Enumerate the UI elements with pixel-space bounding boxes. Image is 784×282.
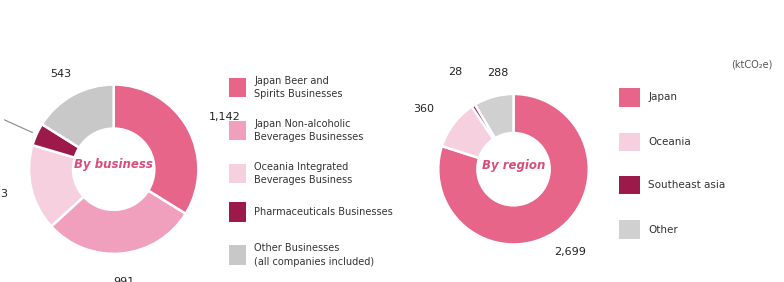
Text: 543: 543 [51, 69, 72, 79]
Text: Southeast asia: Southeast asia [648, 180, 726, 190]
Text: (ktCO₂e): (ktCO₂e) [731, 60, 772, 70]
Text: 360: 360 [413, 104, 434, 114]
Text: Japan: Japan [648, 92, 677, 102]
Text: Pharmaceuticals Businesses: Pharmaceuticals Businesses [254, 207, 393, 217]
Text: 1,142: 1,142 [209, 111, 240, 122]
Text: 991: 991 [113, 277, 134, 282]
Bar [229, 121, 246, 140]
Text: 2,699: 2,699 [554, 247, 586, 257]
Wedge shape [42, 85, 114, 147]
Text: 553: 553 [0, 189, 8, 199]
Bar [619, 133, 640, 151]
Bar [229, 245, 246, 265]
Bar [229, 202, 246, 222]
Text: Total emissions for Scope 3 (2023): Total emissions for Scope 3 (2023) [12, 20, 336, 39]
Text: Oceania: Oceania [648, 137, 691, 147]
Wedge shape [442, 107, 493, 158]
Wedge shape [472, 105, 495, 139]
Text: Japan Non-alcoholic
Beverages Businesses: Japan Non-alcoholic Beverages Businesses [254, 119, 364, 142]
Bar [229, 78, 246, 97]
Text: Japan Beer and
Spirits Businesses: Japan Beer and Spirits Businesses [254, 76, 343, 99]
Wedge shape [475, 94, 514, 138]
Bar [619, 176, 640, 194]
Bar [619, 88, 640, 107]
Text: By business: By business [74, 158, 153, 171]
Wedge shape [114, 85, 198, 214]
Wedge shape [438, 94, 589, 244]
Wedge shape [51, 191, 186, 254]
Bar [229, 164, 246, 183]
Text: Oceania Integrated
Beverages Business: Oceania Integrated Beverages Business [254, 162, 353, 185]
Text: Other: Other [648, 224, 678, 235]
Wedge shape [32, 124, 79, 158]
Bar [619, 220, 640, 239]
Text: 288: 288 [487, 69, 509, 78]
Text: By region: By region [482, 159, 545, 172]
Wedge shape [29, 145, 84, 226]
Text: 28: 28 [448, 67, 463, 77]
Text: Other Businesses
(all companies included): Other Businesses (all companies included… [254, 243, 374, 266]
